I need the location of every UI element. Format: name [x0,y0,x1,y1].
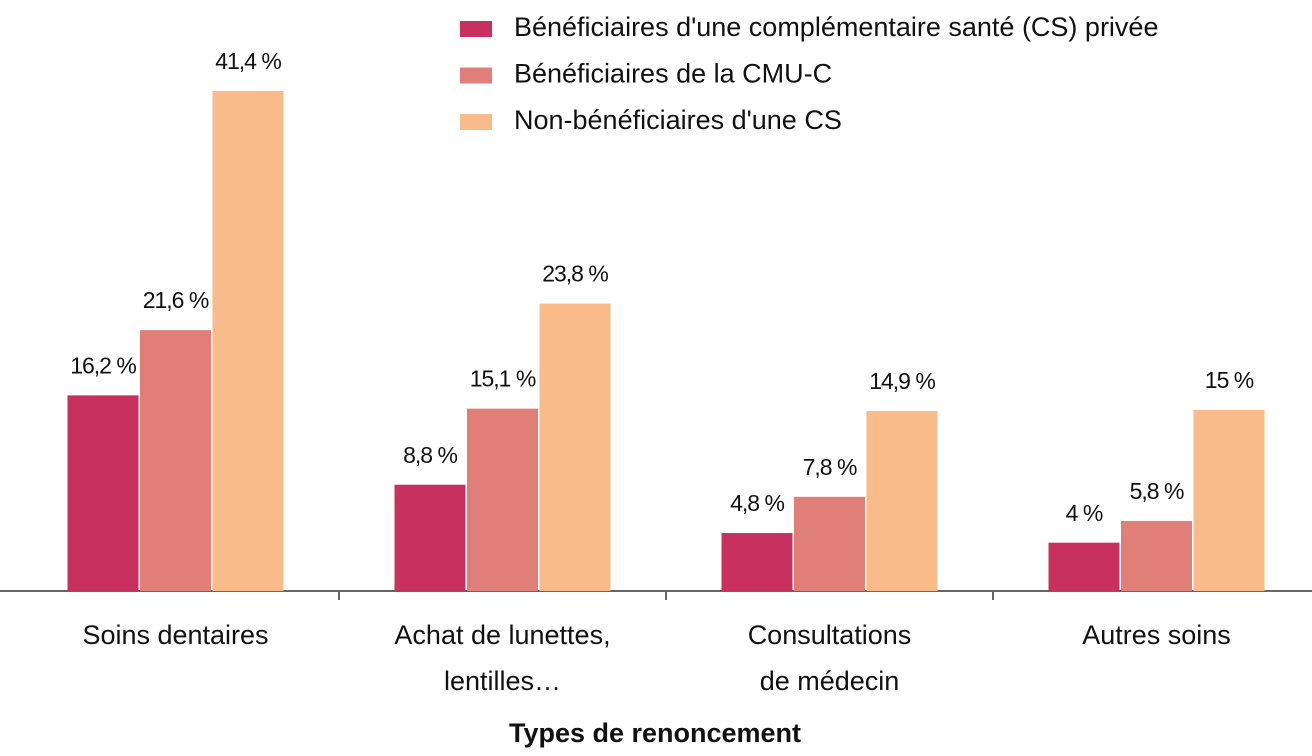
bar [539,303,611,591]
x-tick-label: Autres soins [1082,620,1231,650]
x-tick-label: Consultations de médecin [748,620,912,696]
bar [212,91,284,591]
bar [1193,409,1265,591]
bar [467,408,538,591]
legend-label: Bénéficiaires de la CMU-C [514,59,832,89]
bar [140,330,211,591]
value-label: 15 % [1205,367,1254,393]
legend-label: Non-bénéficiaires d'une CS [514,105,842,135]
legend-swatch [460,21,492,37]
legend-label: Bénéficiaires d'une complémentaire santé… [514,12,1158,42]
value-label: 23,8 % [542,261,608,287]
value-label: 16,2 % [70,352,136,378]
bar [1121,520,1192,591]
x-axis-title: Types de renoncement [509,718,801,748]
legend-swatch [460,67,492,84]
bar [394,484,466,591]
value-label: 7,8 % [803,454,857,480]
value-label: 8,8 % [403,442,457,468]
value-label: 15,1 % [470,366,536,392]
value-label: 14,9 % [869,368,935,394]
value-label: 21,6 % [143,287,209,313]
x-tick-label: Soins dentaires [82,620,268,650]
bar [794,496,865,591]
value-label: 41,4 % [215,48,281,74]
bar [866,411,938,591]
legend-swatch [460,114,492,130]
bar [67,395,139,591]
bar [721,533,793,591]
bar [1048,542,1120,591]
x-tick-label: Achat de lunettes, lentilles… [394,620,610,696]
value-label: 5,8 % [1130,478,1184,504]
value-label: 4,8 % [730,490,784,516]
value-label: 4 % [1066,500,1103,526]
